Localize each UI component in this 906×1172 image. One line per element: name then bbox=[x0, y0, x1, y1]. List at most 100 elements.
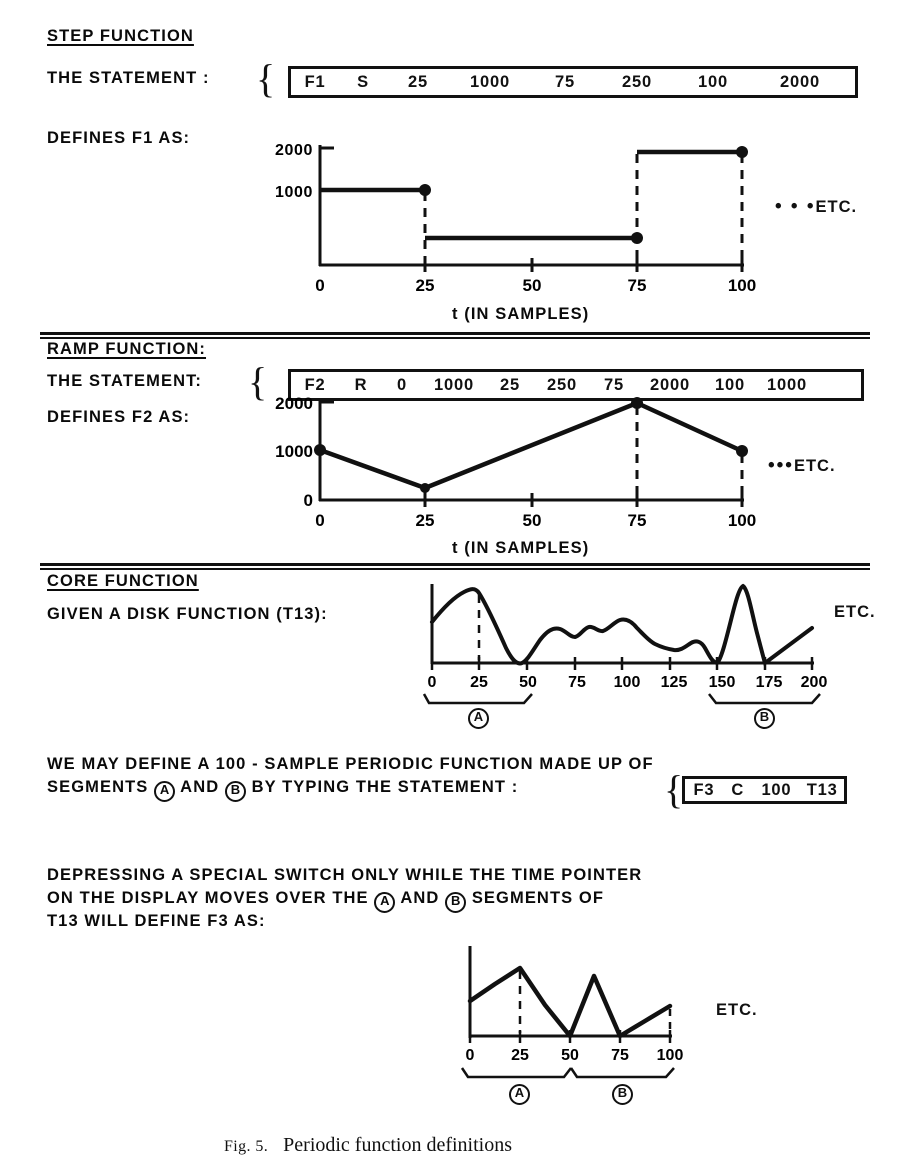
ramp-xtick-100: 100 bbox=[728, 511, 756, 530]
core-p2-segment-b: B bbox=[445, 892, 467, 913]
ramp-statement-box[interactable]: F2 R 0 1000 25 250 75 2000 100 1000 bbox=[288, 369, 864, 401]
disk-xtick-25: 25 bbox=[470, 674, 488, 691]
step-xtick-50: 50 bbox=[523, 276, 542, 295]
ramp-xtick-0: 0 bbox=[315, 511, 324, 530]
core-paragraph1-line1: WE MAY DEFINE A 100 - SAMPLE PERIODIC FU… bbox=[47, 755, 654, 773]
core-paragraph2-line3: T13 WILL DEFINE F3 AS: bbox=[47, 912, 266, 930]
step-xtick-0: 0 bbox=[315, 276, 324, 295]
f3-xtick-25: 25 bbox=[511, 1047, 529, 1064]
step-function-chart: 2000 1000 0 25 50 75 100 bbox=[0, 0, 906, 300]
step-axis-title: t (IN SAMPLES) bbox=[452, 305, 590, 323]
ramp-etc-text: ETC. bbox=[793, 457, 836, 475]
core-p1-l2-post: BY TYPING THE STATEMENT : bbox=[251, 778, 519, 796]
step-etc-text: ETC. bbox=[815, 198, 858, 216]
ramp-statement-cell-7: 2000 bbox=[650, 375, 690, 394]
f3-segment-a-label: A bbox=[509, 1084, 530, 1105]
f3-statement-cell-1: C bbox=[731, 780, 745, 799]
disk-xtick-125: 125 bbox=[661, 674, 688, 691]
ramp-statement-cell-4: 25 bbox=[500, 375, 520, 394]
step-etc-dots: • • • bbox=[775, 196, 816, 217]
ramp-function-chart: 2000 1000 0 0 25 50 75 100 bbox=[0, 0, 906, 545]
step-statement-cell-1: S bbox=[357, 72, 369, 91]
core-function-heading: CORE FUNCTION bbox=[47, 572, 199, 590]
ramp-statement-cell-3: 1000 bbox=[434, 375, 474, 394]
ramp-statement-cell-0: F2 bbox=[304, 375, 326, 394]
ramp-statement-cell-5: 250 bbox=[547, 375, 577, 394]
divider-2b bbox=[40, 568, 870, 570]
step-xtick-75: 75 bbox=[628, 276, 647, 295]
ramp-statement-cell-2: 0 bbox=[397, 375, 407, 394]
disk-segment-a-label: A bbox=[468, 708, 489, 729]
disk-function-t13-chart: 0 25 50 75 100 125 150 175 200 bbox=[422, 583, 828, 705]
step-statement-cell-2: 25 bbox=[408, 72, 428, 91]
divider-1b bbox=[40, 337, 870, 339]
ramp-ytick-0: 0 bbox=[304, 491, 313, 510]
core-p1-l2-pre: SEGMENTS bbox=[47, 778, 149, 796]
figure-caption-number: Fig. 5. bbox=[224, 1138, 269, 1155]
ramp-statement-brace: { bbox=[248, 359, 268, 404]
ramp-xtick-25: 25 bbox=[416, 511, 435, 530]
ramp-statement-cell-6: 75 bbox=[604, 375, 624, 394]
ramp-ytick-2000: 2000 bbox=[275, 394, 313, 413]
step-statement-cell-3: 1000 bbox=[470, 72, 510, 91]
f3-xtick-0: 0 bbox=[466, 1047, 475, 1064]
ramp-defines-label: DEFINES F2 AS: bbox=[47, 408, 191, 426]
f3-statement-cell-3: T13 bbox=[806, 780, 838, 799]
step-statement-cell-6: 100 bbox=[698, 72, 728, 91]
f3-xtick-50: 50 bbox=[561, 1047, 579, 1064]
ramp-axis-title: t (IN SAMPLES) bbox=[452, 539, 590, 557]
f3-periodic-function-chart: 0 25 50 75 100 bbox=[460, 946, 684, 1079]
f3-statement-box[interactable]: F3 C 100 T13 bbox=[682, 776, 847, 804]
f3-statement-brace: { bbox=[664, 767, 684, 812]
step-statement-label: THE STATEMENT : bbox=[47, 69, 210, 87]
divider-2 bbox=[40, 563, 870, 566]
f3-xtick-75: 75 bbox=[611, 1047, 629, 1064]
f3-bracket-b bbox=[569, 1067, 675, 1079]
disk-segment-b-badge: B bbox=[754, 706, 775, 729]
ramp-xtick-75: 75 bbox=[628, 511, 647, 530]
ramp-statement-cell-9: 1000 bbox=[767, 375, 807, 394]
disk-xtick-50: 50 bbox=[519, 674, 537, 691]
disk-xtick-150: 150 bbox=[709, 674, 736, 691]
step-statement-brace: { bbox=[256, 56, 276, 101]
step-statement-box[interactable]: F1 S 25 1000 75 250 100 2000 bbox=[288, 66, 858, 98]
f3-xtick-100: 100 bbox=[657, 1047, 684, 1064]
disk-etc-annotation: ETC. bbox=[834, 603, 876, 621]
core-p1-l2-mid: AND bbox=[180, 778, 220, 796]
step-defines-label: DEFINES F1 AS: bbox=[47, 129, 191, 147]
divider-1 bbox=[40, 332, 870, 335]
step-statement-cell-4: 75 bbox=[555, 72, 575, 91]
disk-bracket-b bbox=[708, 693, 821, 705]
ramp-xtick-50: 50 bbox=[523, 511, 542, 530]
disk-bracket-a bbox=[422, 693, 533, 705]
core-paragraph1-line2: SEGMENTS A AND B BY TYPING THE STATEMENT… bbox=[47, 777, 518, 802]
disk-xtick-0: 0 bbox=[428, 674, 437, 691]
core-p2-l2-mid: AND bbox=[400, 889, 440, 907]
figure-caption: Fig. 5. Periodic function definitions bbox=[224, 1134, 512, 1157]
ramp-statement-cell-8: 100 bbox=[715, 375, 745, 394]
core-p2-l2-pre: ON THE DISPLAY MOVES OVER THE bbox=[47, 889, 369, 907]
disk-segment-a-badge: A bbox=[468, 706, 489, 729]
ramp-etc-dots: ••• bbox=[768, 455, 794, 476]
core-p1-segment-a: A bbox=[154, 781, 176, 802]
step-statement-cell-5: 250 bbox=[622, 72, 652, 91]
f3-segment-b-badge: B bbox=[612, 1082, 633, 1105]
core-paragraph2-line1: DEPRESSING A SPECIAL SWITCH ONLY WHILE T… bbox=[47, 866, 643, 884]
core-paragraph2-line2: ON THE DISPLAY MOVES OVER THE A AND B SE… bbox=[47, 888, 604, 913]
f3-segment-b-label: B bbox=[612, 1084, 633, 1105]
core-p2-segment-a: A bbox=[374, 892, 396, 913]
core-p2-l2-post: SEGMENTS OF bbox=[471, 889, 605, 907]
step-function-heading: STEP FUNCTION bbox=[47, 27, 194, 45]
step-ytick-1000: 1000 bbox=[275, 184, 313, 201]
ramp-ytick-1000: 1000 bbox=[275, 442, 313, 461]
ramp-function-heading: RAMP FUNCTION: bbox=[47, 340, 207, 358]
step-statement-cell-0: F1 bbox=[304, 72, 326, 91]
f3-segment-a-badge: A bbox=[509, 1082, 530, 1105]
step-xtick-100: 100 bbox=[728, 276, 756, 295]
ramp-statement-label: THE STATEMENT: bbox=[47, 372, 203, 390]
f3-statement-cell-2: 100 bbox=[761, 780, 792, 799]
ramp-statement-cell-1: R bbox=[354, 375, 368, 394]
disk-xtick-100: 100 bbox=[614, 674, 641, 691]
disk-xtick-200: 200 bbox=[801, 674, 828, 691]
step-xtick-25: 25 bbox=[416, 276, 435, 295]
